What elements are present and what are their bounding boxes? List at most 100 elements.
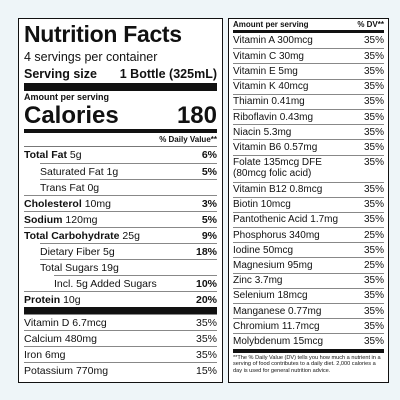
nutrient-amount: 10g [63, 293, 81, 306]
daily-value: 35% [363, 126, 384, 138]
nutrient-row: Chromium 11.7mcg 35% [233, 318, 384, 333]
nutrient-name: Iron [24, 348, 43, 361]
nutrient-amount: 15mcg [293, 335, 324, 347]
nutrient-row: Vitamin D 6.7mcg 35% [24, 314, 217, 330]
daily-value: 35% [363, 81, 384, 93]
daily-value: 35% [363, 96, 384, 108]
nutrient-name: Cholesterol [24, 197, 82, 210]
nutrient-label: Pantothenic Acid 1.7mg [233, 214, 338, 225]
nutrient-label: Biotin 10mcg [233, 199, 291, 210]
serving-size-label: Serving size [24, 67, 97, 81]
serving-size-value: 1 Bottle (325mL) [119, 67, 217, 81]
nutrient-label: Saturated Fat 1g [40, 166, 118, 178]
nutrient-label: Iron 6mg [24, 349, 65, 361]
nutrient-row: Thiamin 0.41mg 35% [233, 93, 384, 109]
nutrient-label: Protein 10g [24, 294, 81, 306]
nutrient-label: Iodine 50mcg [233, 245, 293, 256]
nutrient-label: Selenium 18mcg [233, 290, 308, 301]
nutrient-name: Phosphorus [233, 229, 287, 241]
nutrient-row: Vitamin C 30mg 35% [233, 48, 384, 63]
nutrient-amount: 5mg [278, 65, 298, 77]
nutrient-label: Vitamin C 30mg [233, 51, 304, 62]
nutrient-amount: 95mg [287, 260, 313, 272]
nutrient-amount: 50mcg [263, 244, 294, 256]
nutrient-amount: 5g [103, 245, 115, 258]
daily-value: 35% [195, 332, 217, 345]
nutrient-amount: 770mg [75, 364, 109, 377]
nutrient-label: Phosphorus 340mg [233, 230, 320, 241]
nutrient-row: Zinc 3.7mg 35% [233, 272, 384, 288]
nutrient-row: Vitamin A 300mcg 35% [233, 33, 384, 48]
nutrient-row: Protein 10g 20% [24, 291, 217, 307]
nutrient-amount: 6.7mcg [72, 316, 107, 329]
daily-value: 18% [195, 245, 217, 258]
nutrient-row: Niacin 5.3mg 35% [233, 124, 384, 139]
nutrient-amount: 10mg [84, 197, 111, 210]
nutrient-label: Cholesterol 10mg [24, 198, 111, 210]
nutrient-amount: 5.3mg [263, 126, 292, 138]
calories-label: Calories [24, 102, 119, 129]
nutrient-name: Saturated Fat [40, 165, 104, 178]
nutrient-label: Magnesium 95mg [233, 260, 313, 271]
daily-value: 35% [363, 290, 384, 302]
nutrient-row: Selenium 18mcg 35% [233, 287, 384, 303]
nutrition-panel: Nutrition Facts 4 servings per container… [18, 18, 223, 383]
nutrient-label: Manganese 0.77mg [233, 306, 321, 317]
nutrient-name: Vitamin B12 [233, 184, 287, 196]
nutrient-row: Total Carbohydrate 25g 9% [24, 227, 217, 243]
nutrient-label: Incl. 5g Added Sugars [54, 278, 157, 290]
divider [24, 307, 217, 314]
nutrient-name: Magnesium [233, 260, 285, 272]
nutrient-amount: 135mcg DFE [263, 156, 322, 168]
nutrient-row: Iodine 50mcg 35% [233, 242, 384, 257]
nutrient-label: Total Fat 5g [24, 149, 82, 161]
nutrient-label: Thiamin 0.41mg [233, 96, 305, 107]
nutrient-row: Trans Fat 0g [40, 179, 217, 195]
nutrient-label: Vitamin A 300mcg [233, 35, 313, 46]
daily-value: 35% [363, 320, 384, 332]
nutrient-amount: 40mcg [278, 81, 309, 93]
nutrient-extra: (80mcg folic acid) [233, 167, 312, 179]
daily-value: 35% [195, 348, 217, 361]
nutrient-amount: 18mcg [277, 290, 308, 302]
nutrient-amount: 0.77mg [288, 305, 322, 317]
calories: Calories 180 [24, 103, 217, 129]
nutrient-label: Molybdenum 15mcg [233, 336, 323, 347]
nutrient-amount: 0g [87, 181, 100, 194]
nutrient-row: Calcium 480mg 35% [24, 330, 217, 346]
nutrient-amount: 1.7mg [310, 214, 339, 226]
nutrient-row: Sodium 120mg 5% [24, 211, 217, 227]
nutrient-label: Vitamin B6 0.57mg [233, 142, 317, 153]
nutrient-label: Sodium 120mg [24, 214, 98, 226]
daily-value: 35% [363, 335, 384, 347]
nutrient-name: Zinc [233, 275, 252, 287]
nutrient-amount: 30mg [278, 50, 304, 62]
nutrient-amount: 25g [122, 229, 140, 242]
nutrient-row: Cholesterol 10mg 3% [24, 195, 217, 211]
nutrient-row: Dietary Fiber 5g 18% [40, 243, 217, 259]
vitamin-list: Vitamin A 300mcg 35% Vitamin C 30mg 35% Vita… [233, 33, 384, 349]
daily-value: 20% [195, 293, 217, 306]
daily-value: 35% [363, 184, 384, 196]
nutrient-amount: 6mg [45, 348, 66, 361]
nutrient-name: Molybdenum [233, 335, 291, 347]
daily-value: 15% [195, 364, 217, 377]
nutrient-row: Manganese 0.77mg 35% [233, 303, 384, 318]
divider [24, 129, 217, 133]
nutrient-name: Selenium [233, 290, 275, 302]
daily-value: 35% [363, 156, 384, 168]
nutrient-name: Folate [233, 156, 261, 168]
amount-label: Amount per serving [24, 92, 110, 102]
daily-value: 35% [363, 199, 384, 211]
nutrient-name: Vitamin D [24, 316, 70, 329]
nutrient-name: Vitamin E [233, 65, 276, 77]
nutrient-name: Vitamin C [233, 50, 277, 62]
nutrient-name: Total Sugars [40, 261, 99, 274]
nutrient-row: Total Fat 5g 6% [24, 147, 217, 163]
amount-label: Amount per serving [233, 20, 309, 29]
nutrient-list: Total Fat 5g 6% Saturated Fat 1g 5% Trans Fa… [24, 147, 217, 307]
nutrient-name: Niacin [233, 126, 261, 138]
nutrient-name: Trans Fat [40, 181, 85, 194]
nutrient-label: Trans Fat 0g [40, 182, 99, 194]
